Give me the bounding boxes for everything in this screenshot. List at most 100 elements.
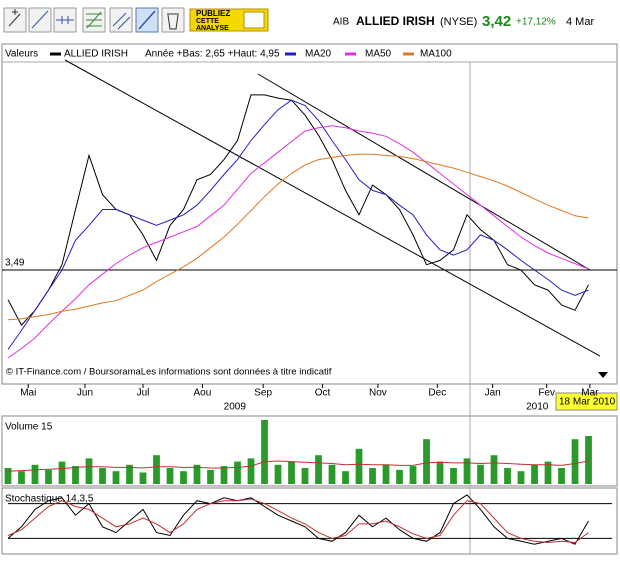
volume-bar — [207, 469, 214, 484]
volume-bar — [315, 455, 322, 484]
channel-tool[interactable] — [109, 7, 133, 33]
price: 3,42 — [482, 13, 511, 30]
button-text: ANALYSE — [196, 25, 229, 32]
volume-bar — [126, 464, 133, 484]
stochastic-panel — [1, 487, 618, 555]
icon — [112, 12, 131, 30]
volume-bar — [85, 458, 93, 484]
button-text: PUBLIEZ — [196, 9, 230, 18]
volume-bar — [517, 471, 525, 484]
volume-bar — [247, 458, 255, 484]
volume-bar — [153, 455, 160, 484]
icon — [31, 10, 49, 29]
volume-bar — [234, 461, 241, 484]
year-label: 2010 — [526, 402, 549, 413]
x-tick-label: Jul — [137, 388, 150, 399]
volume-bar — [4, 468, 12, 484]
x-tick-label: Mar — [581, 388, 599, 399]
volume-bar — [261, 420, 268, 484]
market: (NYSE) — [440, 16, 477, 28]
icon — [86, 11, 102, 29]
volume-bar — [166, 468, 174, 484]
volume-bar — [369, 468, 376, 484]
volume-bar — [180, 471, 187, 484]
subtitle: Année +Bas: 2,65 +Haut: 4,95 — [145, 49, 280, 60]
cursor-date: 18 Mar 2010 — [559, 397, 616, 408]
volume-bar — [409, 466, 417, 484]
x-tick-label: Sep — [254, 388, 272, 399]
series-line — [7, 99, 589, 350]
x-tick-label: Fev — [538, 388, 555, 399]
volume-bar — [342, 471, 349, 484]
series-line — [7, 125, 589, 359]
volume-bar — [45, 469, 52, 484]
volume-bar — [544, 461, 552, 484]
icon — [138, 10, 156, 30]
volume-bar — [396, 469, 403, 484]
icon — [167, 13, 179, 30]
x-tick-label: Jan — [485, 388, 501, 399]
volume-bar — [355, 448, 363, 484]
volume-bar — [31, 464, 39, 484]
change: +17,12% — [516, 17, 556, 28]
legend-label: MA50 — [365, 49, 392, 60]
volume-bar — [571, 439, 579, 484]
volume-bar — [220, 466, 228, 484]
volume-bar — [112, 471, 120, 484]
volume-bar — [288, 461, 295, 484]
x-tick-label: Nov — [369, 388, 387, 399]
x-tick-label: Oct — [315, 388, 331, 399]
x-tick-label: Jun — [77, 388, 93, 399]
volume-bar — [585, 436, 592, 484]
volume-bar — [193, 464, 201, 484]
series-line — [7, 460, 589, 472]
volume-bar — [274, 464, 282, 484]
icon — [8, 9, 21, 27]
series-line — [7, 498, 589, 544]
footnote: © IT-Finance.com / BoursoramaLes informa… — [6, 367, 332, 378]
panel-title: Volume 15 — [5, 422, 53, 433]
volume-bar — [328, 464, 336, 484]
legend-label: ALLIED IRISH — [64, 49, 128, 60]
volume-bar — [18, 471, 25, 484]
date: 4 Mar — [566, 16, 594, 28]
price-panel — [1, 43, 618, 385]
legend-title: Valeurs — [5, 49, 38, 60]
cursor-date-box — [555, 392, 618, 411]
volume-bar — [99, 468, 106, 484]
x-tick-label: Dec — [428, 388, 446, 399]
reference-label: 3,49 — [5, 258, 25, 269]
delete-tool[interactable] — [161, 7, 185, 33]
volume-panel — [1, 415, 618, 487]
series-line — [7, 153, 589, 321]
legend-label: MA100 — [420, 49, 452, 60]
toolbar: PUBLIEZ CETTE ANALYSE — [3, 7, 269, 33]
volume-bar — [531, 464, 538, 484]
volume-bar — [450, 468, 457, 484]
volume-bar — [382, 464, 390, 484]
series-line — [7, 94, 589, 326]
volume-bar — [72, 466, 79, 484]
legend-label: MA20 — [305, 49, 332, 60]
volume-bar — [490, 455, 498, 484]
volume-bar — [301, 468, 309, 484]
series-line — [7, 494, 589, 545]
button-icon — [243, 11, 265, 29]
scroll-arrow — [598, 372, 608, 378]
volume-bar — [58, 461, 66, 484]
stock-name: ALLIED IRISH — [356, 14, 435, 28]
volume-bar — [504, 468, 511, 484]
button-text: CETTE — [196, 18, 219, 25]
volume-bar — [477, 464, 484, 484]
volume-bar — [139, 472, 147, 484]
volume-bar — [423, 439, 430, 484]
volume-bar — [436, 461, 444, 484]
x-tick-label: Aou — [194, 388, 212, 399]
x-tick-label: Mai — [20, 388, 36, 399]
volume-bar — [463, 458, 471, 484]
volume-bar — [558, 468, 565, 484]
trend-line — [64, 59, 601, 357]
symbol: AIB — [333, 17, 349, 28]
panel-title: Stochastique 14,3,5 — [5, 494, 94, 505]
